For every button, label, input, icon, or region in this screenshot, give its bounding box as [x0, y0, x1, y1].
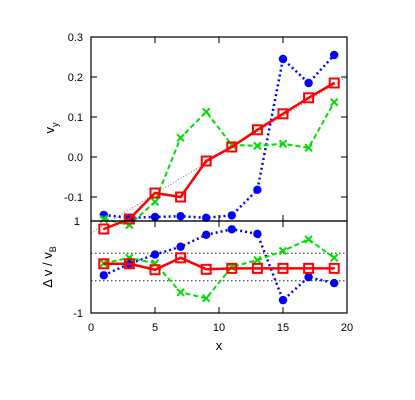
y-tick-label: -0.1: [64, 192, 83, 204]
data-point-circle: [330, 278, 339, 288]
data-point-circle: [227, 211, 236, 220]
data-point-square: [277, 108, 289, 120]
y-tick-label: 0.1: [68, 112, 83, 124]
series-line-x: [103, 238, 335, 300]
data-point-circle: [227, 225, 236, 234]
data-point-cross: [278, 246, 288, 256]
data-point-square: [175, 191, 187, 203]
data-point-circle: [176, 242, 185, 251]
data-point-cross: [176, 133, 185, 143]
bottom-y-axis-title: Δ v / vB: [40, 246, 58, 287]
top-ticks: -0.1 0.0 0.1 0.2 0.3: [64, 32, 348, 221]
data-point-cross: [201, 107, 211, 117]
data-point-circle: [304, 272, 313, 282]
x-tick-label: 20: [341, 322, 353, 334]
series-line-square: [103, 81, 335, 231]
series-line-x: [103, 101, 336, 227]
bottom-panel: -1 0 5 10 15 20 Δ v / vB x: [40, 220, 353, 353]
data-point-circle: [278, 54, 288, 64]
series-line-square: [103, 256, 335, 272]
data-point-square: [123, 258, 135, 270]
top-y-axis-title-subscript: y: [50, 122, 60, 127]
data-point-square: [328, 77, 340, 89]
data-point-cross: [150, 197, 160, 207]
x-tick-label: 15: [277, 322, 289, 334]
bottom-y-axis-title-subscript: B: [48, 246, 58, 252]
top-panel: -0.1 0.0 0.1 0.2 0.3 vy 1: [42, 32, 348, 235]
x-axis-title: x: [216, 338, 223, 353]
bottom-plot-content: [91, 225, 347, 305]
bottom-y-axis-title-main: Δ v / v: [40, 252, 55, 288]
data-point-circle: [278, 295, 288, 305]
bottom-ticks: -1 0 5 10 15 20: [73, 221, 353, 334]
x-tick-label: 10: [213, 322, 225, 334]
x-tick-label: 0: [88, 322, 94, 334]
data-point-circle: [253, 229, 262, 239]
data-point-square: [251, 124, 263, 136]
data-point-square: [251, 262, 263, 274]
data-point-cross: [253, 141, 262, 151]
data-point-circle: [202, 213, 211, 222]
data-point-cross: [329, 97, 339, 107]
data-point-circle: [304, 78, 313, 88]
data-point-square: [200, 155, 212, 167]
data-point-square: [149, 264, 161, 276]
data-point-cross: [304, 143, 313, 153]
data-point-square: [98, 258, 110, 270]
data-point-square: [303, 92, 315, 104]
series-line-circle: [103, 228, 335, 303]
y-tick-label: 0.3: [68, 32, 83, 44]
top-y-axis-title: vy: [42, 122, 60, 134]
y-tick-label: 0.0: [68, 152, 83, 164]
series-line-circle: [103, 54, 336, 220]
data-point-square: [328, 262, 340, 274]
data-point-circle: [253, 185, 262, 194]
data-point-circle: [330, 50, 339, 60]
data-point-circle: [99, 271, 109, 280]
data-point-square: [123, 213, 135, 225]
data-point-square: [175, 252, 187, 264]
y-tick-label: 0.2: [68, 72, 83, 84]
data-point-cross: [201, 294, 211, 303]
data-point-cross: [304, 235, 313, 244]
y-tick-label: -1: [73, 308, 83, 320]
data-point-square: [98, 223, 110, 235]
data-point-circle: [176, 212, 185, 221]
data-point-circle: [150, 250, 160, 259]
data-point-cross: [253, 255, 262, 265]
data-point-square: [149, 187, 161, 199]
top-y-axis-title-main: v: [42, 127, 57, 134]
top-plot-content: [90, 50, 348, 235]
x-tick-label: 5: [152, 322, 158, 334]
data-point-square: [200, 263, 212, 275]
data-point-square: [303, 262, 315, 274]
data-point-square: [226, 141, 238, 153]
data-point-cross: [278, 139, 288, 149]
data-point-cross: [176, 288, 185, 297]
data-point-cross: [329, 253, 339, 263]
data-point-circle: [202, 230, 211, 239]
data-point-square: [277, 262, 289, 274]
data-point-square: [226, 262, 238, 274]
top-bottom-corner-label: 1: [74, 216, 80, 228]
